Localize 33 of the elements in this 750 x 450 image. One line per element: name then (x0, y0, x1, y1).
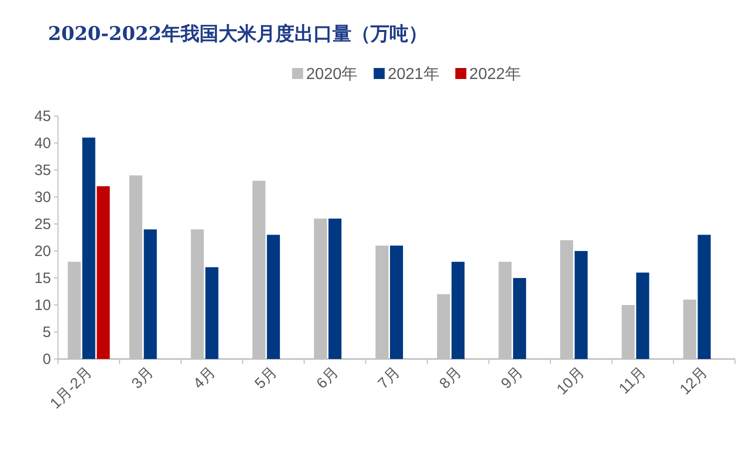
bar (144, 229, 157, 359)
x-tick-label: 6月 (313, 364, 342, 392)
x-tick-label: 11月 (616, 364, 650, 398)
legend-label: 2021年 (388, 66, 440, 83)
bar (328, 218, 342, 359)
y-tick-label: 45 (34, 108, 51, 125)
x-tick-label: 3月 (128, 364, 158, 392)
x-tick-label: 8月 (436, 364, 465, 392)
bar (698, 234, 711, 359)
y-tick-label: 40 (34, 135, 51, 152)
bar (390, 246, 403, 359)
bar (513, 278, 526, 359)
y-tick-label: 15 (34, 270, 51, 287)
legend-label: 2022年 (469, 66, 521, 83)
y-tick-label: 20 (34, 243, 51, 260)
x-tick-label: 7月 (374, 364, 404, 392)
y-tick-label: 10 (34, 297, 51, 314)
bar (636, 272, 650, 359)
bar (205, 267, 218, 359)
y-tick-label: 25 (34, 216, 51, 233)
x-tick-label: 9月 (498, 364, 526, 392)
bar (574, 251, 588, 359)
x-tick-label: 4月 (190, 364, 219, 392)
legend-label: 2020年 (306, 66, 358, 83)
chart-title: 2020-2022年我国大米月度出口量（万吨） (48, 23, 428, 45)
y-tick-label: 35 (34, 162, 51, 179)
y-tick-label: 5 (42, 324, 51, 341)
x-tick-label: 5月 (252, 364, 280, 392)
x-tick-label: 10月 (554, 364, 588, 398)
x-tick-label: 12月 (676, 364, 712, 398)
y-tick-label: 30 (34, 189, 51, 206)
bar (266, 234, 280, 359)
bar (452, 262, 465, 359)
